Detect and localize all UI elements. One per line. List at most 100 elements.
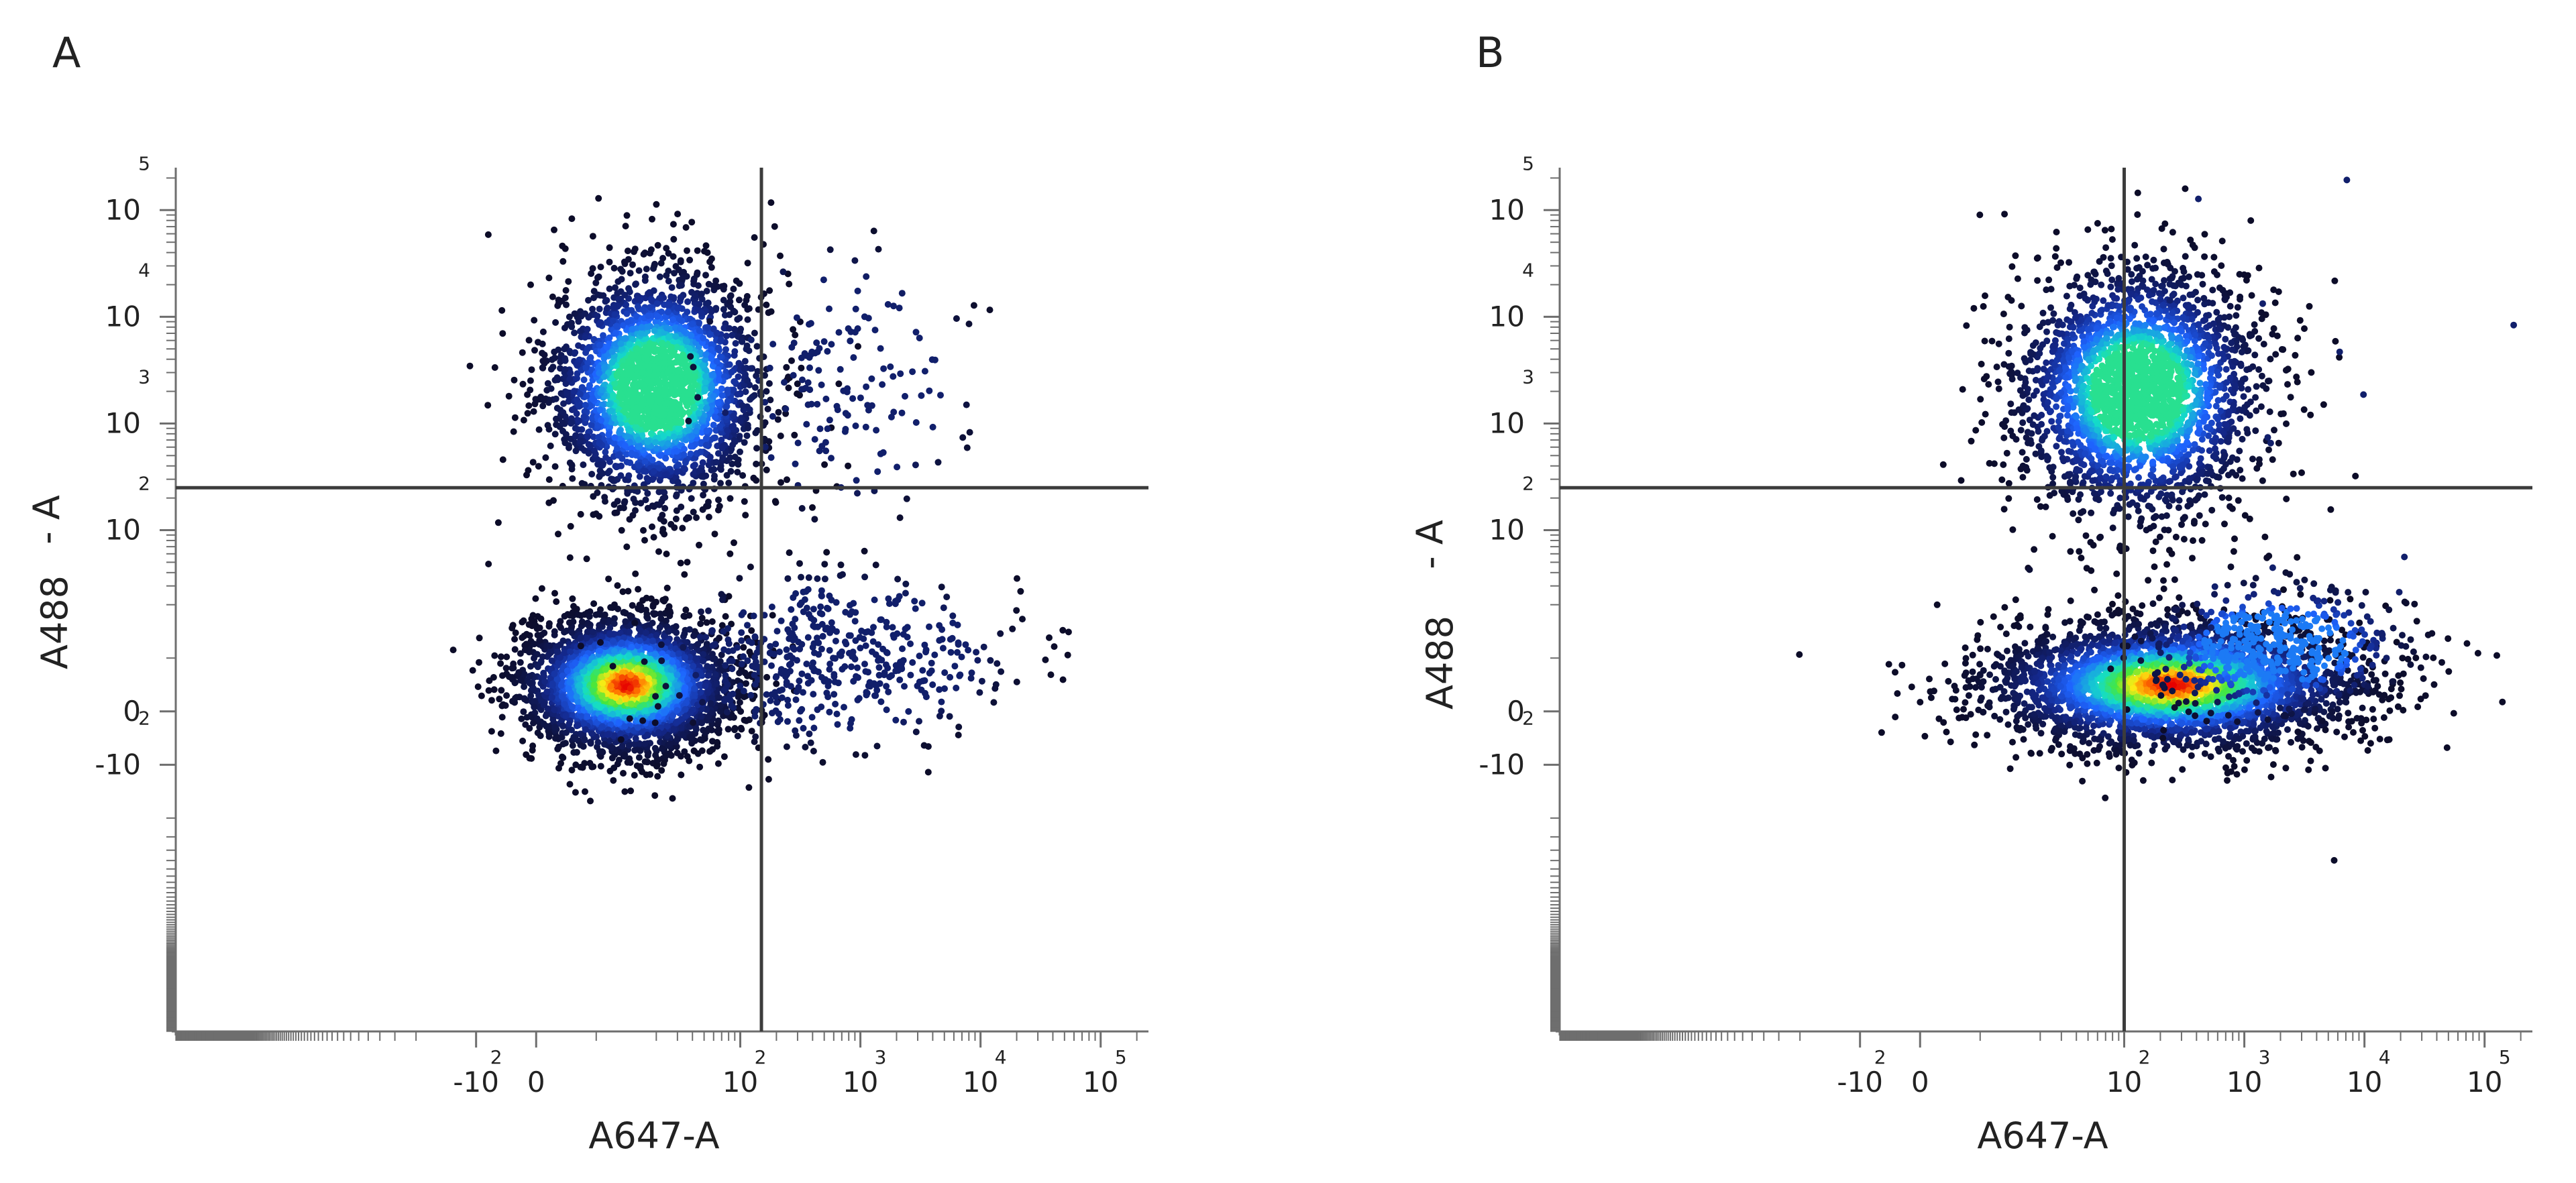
data-point [547,385,555,392]
data-point [524,410,531,417]
data-point [549,716,557,723]
data-point [535,426,543,433]
data-point [657,418,664,425]
data-point [710,421,717,429]
data-point [717,480,724,487]
data-point [511,646,519,653]
data-point [674,374,681,382]
data-point [691,373,698,380]
data-point [677,294,684,301]
data-point [688,443,694,450]
data-point [745,305,753,313]
data-point [667,293,675,300]
data-point [723,333,730,339]
data-point [680,451,688,458]
data-point [610,264,618,272]
data-point [691,292,698,300]
data-point [584,433,591,441]
data-point [722,613,729,620]
data-point [615,296,623,303]
data-point [682,465,688,473]
data-point [623,301,630,308]
data-point [737,448,743,455]
data-point [745,425,751,432]
data-point [631,248,637,256]
data-point [794,380,801,388]
data-point [449,646,457,654]
data-point [621,498,629,505]
data-point [764,405,771,412]
data-point [713,329,720,337]
data-point [690,404,697,412]
data-point [696,300,703,308]
data-point [637,329,645,337]
data-point [466,362,474,370]
data-point [724,386,731,394]
data-point [686,514,692,521]
data-point [742,512,749,519]
data-point [617,340,625,347]
data-point [564,389,571,396]
data-point [520,416,527,424]
data-point [614,498,621,505]
data-point [655,548,662,555]
data-point [703,405,710,412]
data-point [626,288,633,296]
data-point [571,329,578,337]
data-point [735,296,743,304]
data-point [706,258,714,266]
data-point [675,461,682,469]
data-point [635,267,643,274]
data-point [670,433,678,441]
data-point [545,499,553,506]
data-point [549,363,557,371]
data-point [664,308,672,316]
data-point [752,429,759,437]
data-point [672,333,680,340]
data-point [643,376,651,384]
data-point [698,296,706,303]
data-point [540,396,547,404]
data-point [623,543,631,551]
data-point [574,361,581,369]
data-point [659,512,666,518]
data-point [674,468,681,475]
data-point [569,475,576,482]
data-point [763,673,771,681]
data-point [650,534,657,541]
data-point [535,339,541,346]
data-point [684,247,690,254]
data-point [532,595,539,602]
data-point [566,347,574,355]
data-point [659,255,667,262]
data-point [580,413,588,420]
data-point [651,260,658,268]
data-point [644,504,651,512]
data-point [535,463,542,470]
data-point [594,274,601,281]
data-point [720,306,727,313]
data-point [640,467,647,475]
data-point [710,392,717,400]
data-point [565,278,572,285]
data-point [674,425,682,433]
data-point [674,211,682,218]
data-point [619,268,626,275]
data-point [552,395,559,402]
data-point [651,744,659,752]
data-point [571,310,578,317]
data-point [769,612,776,619]
data-point [604,469,612,477]
data-point [572,432,580,439]
data-point [767,308,775,315]
data-point [657,260,665,267]
data-point [699,459,706,466]
data-point [663,245,670,252]
data-point [643,475,651,482]
data-point [559,409,567,416]
data-point [585,296,592,304]
data-point [657,407,664,414]
data-point [705,498,712,506]
data-point [725,480,733,487]
